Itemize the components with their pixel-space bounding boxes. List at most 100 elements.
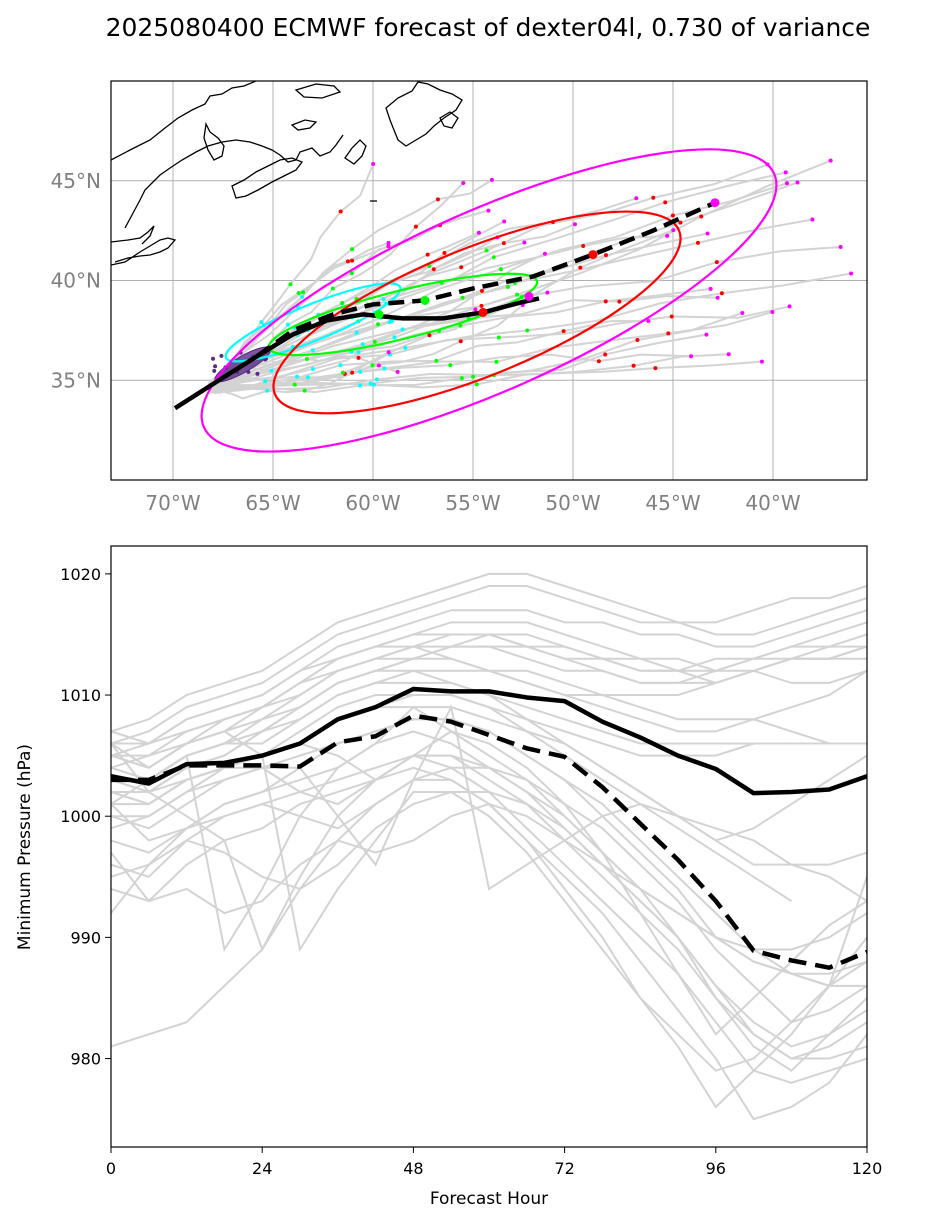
map-x-tick-label: 60°W xyxy=(345,491,400,515)
mean-track-marker-72h xyxy=(588,250,598,260)
ensemble-pressure-line xyxy=(111,754,867,1060)
ensemble-pressure-line xyxy=(111,704,867,902)
ensemble-dot xyxy=(572,222,577,227)
ensemble-dot xyxy=(486,208,491,213)
y-tick-label: 980 xyxy=(70,1050,101,1069)
mean-track-marker-48h xyxy=(374,309,384,319)
uncertainty-ellipse-96h xyxy=(200,148,778,453)
ensemble-dot xyxy=(740,310,745,315)
ensemble-dot xyxy=(484,248,489,253)
ensemble-dot xyxy=(515,292,520,297)
ensemble-dot xyxy=(678,220,683,225)
coastline-new-england xyxy=(111,237,177,266)
uncertainty-ellipse-72h xyxy=(272,210,682,415)
ensemble-dot xyxy=(525,328,530,333)
ensemble-dot xyxy=(372,339,377,344)
map-gridlines xyxy=(111,81,867,480)
ensemble-dot xyxy=(651,195,656,200)
ensemble-dot xyxy=(338,363,343,368)
mean-track-dashed xyxy=(255,200,716,359)
ensemble-pressure-line xyxy=(111,730,867,1072)
ensemble-dot xyxy=(263,379,268,384)
ensemble-dot xyxy=(360,342,365,347)
initial-position-dot xyxy=(213,364,218,369)
ensemble-dot xyxy=(376,363,381,368)
ensemble-dot xyxy=(708,286,713,291)
ensemble-dot xyxy=(670,213,675,218)
ensemble-dot xyxy=(296,291,301,296)
map-y-tick-label: 40°N xyxy=(51,269,101,293)
ensemble-dot xyxy=(382,366,387,371)
ensemble-dot xyxy=(350,370,355,375)
uncertainty-ellipse-24h xyxy=(224,282,402,363)
ensemble-dot xyxy=(458,339,463,344)
pressure-y-ticks: 980 990 1000 1010 1020 xyxy=(60,565,111,1069)
ensemble-dot xyxy=(715,295,720,300)
y-tick-label: 1000 xyxy=(60,807,101,826)
ensemble-dot xyxy=(665,233,670,238)
coastline-avalon xyxy=(439,111,459,129)
ensemble-dot xyxy=(704,332,709,337)
coastline-nova-scotia xyxy=(231,157,304,199)
map-y-tick-label: 35°N xyxy=(51,368,101,392)
ensemble-dot xyxy=(350,247,355,252)
ensemble-dot xyxy=(304,357,309,362)
ensemble-dot xyxy=(374,377,379,382)
ensemble-dot xyxy=(759,359,764,364)
ensemble-dot xyxy=(545,290,550,295)
ensemble-dot xyxy=(578,265,583,270)
ensemble-dot xyxy=(810,217,815,222)
ensemble-dot xyxy=(354,330,359,335)
y-axis-label: Minimum Pressure (hPa) xyxy=(15,744,35,950)
coastline-cape-breton xyxy=(344,139,367,165)
ensemble-dot xyxy=(387,320,392,325)
ensemble-dot xyxy=(458,323,463,328)
ensemble-dot xyxy=(434,358,439,363)
ensemble-dot xyxy=(376,322,381,327)
pressure-chart: 0 24 48 72 96 120 980 990 1000 1010 1020 Forecast… xyxy=(15,545,882,1209)
coastline-bay-of-fundy xyxy=(203,121,225,161)
ensemble-pressure-line xyxy=(111,657,867,794)
ensemble-dot xyxy=(345,259,350,264)
map-x-tick-label: 55°W xyxy=(445,491,500,515)
y-tick-label: 1020 xyxy=(60,565,101,584)
ensemble-pressure-line xyxy=(111,584,867,745)
ensemble-dot xyxy=(795,180,800,185)
ensemble-dot xyxy=(310,366,315,371)
ensemble-dot xyxy=(603,352,608,357)
ensemble-dot xyxy=(783,170,788,175)
ensemble-dot xyxy=(295,374,300,379)
initial-position-dot xyxy=(219,353,224,358)
ensemble-dot xyxy=(368,381,373,386)
ensemble-dot xyxy=(356,355,361,360)
ensemble-pressure-line xyxy=(111,705,867,953)
ensemble-dot xyxy=(838,245,843,250)
ensemble-dot xyxy=(671,228,676,233)
ensemble-pressure-line xyxy=(111,694,867,866)
coastline xyxy=(111,81,463,266)
ensemble-dot xyxy=(431,267,436,272)
ensemble-dot xyxy=(653,366,658,371)
ensemble-dot xyxy=(726,352,731,357)
ensemble-dot xyxy=(425,252,430,257)
mean-track-solid xyxy=(173,296,540,411)
initial-position-dot xyxy=(255,371,260,376)
ensemble-dot xyxy=(459,265,464,270)
ensemble-dot xyxy=(459,376,464,381)
ensemble-dot xyxy=(719,291,724,296)
coastline-gulf-of-maine xyxy=(124,134,344,229)
ensemble-dot xyxy=(473,307,478,312)
ensemble-dot xyxy=(338,209,343,214)
ensemble-dot xyxy=(561,329,566,334)
ensemble-pressure-lines xyxy=(111,572,867,1121)
ensemble-dot xyxy=(603,299,608,304)
initial-position-dot xyxy=(211,356,216,361)
mean-track-marker-72h xyxy=(478,307,488,317)
ensemble-dot xyxy=(474,382,479,387)
ensemble-dot xyxy=(349,271,354,276)
ensemble-dot xyxy=(471,374,476,379)
ensemble-dot xyxy=(491,255,496,260)
ensemble-dot xyxy=(496,335,501,340)
ensemble-dot xyxy=(581,243,586,248)
